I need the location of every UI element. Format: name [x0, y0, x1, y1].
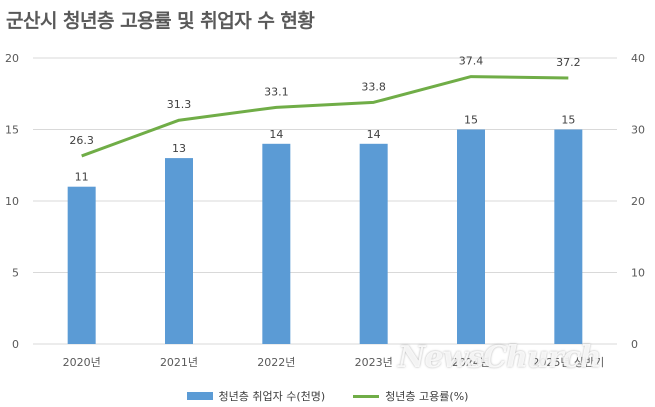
- y-right-tick-label: 0: [631, 338, 638, 351]
- bar-data-label: 13: [172, 142, 186, 155]
- bar: [554, 129, 583, 344]
- x-tick-label: 2025년 상반기: [532, 356, 604, 369]
- bar: [165, 158, 193, 344]
- line-data-label: 37.2: [556, 56, 581, 69]
- bar-data-label: 15: [561, 114, 575, 127]
- y-left-tick-label: 0: [12, 338, 19, 351]
- y-left-tick-label: 15: [5, 124, 19, 137]
- line-data-label: 26.3: [69, 134, 94, 147]
- bar: [359, 143, 388, 344]
- line-data-label: 33.1: [264, 85, 289, 98]
- bar-data-label: 14: [269, 128, 283, 141]
- legend-bar-swatch: [186, 392, 213, 400]
- line-series: [81, 75, 569, 158]
- bar-data-label: 14: [367, 128, 381, 141]
- y-left-tick-label: 20: [5, 52, 19, 65]
- legend-bar-label: 청년층 취업자 수(천명): [218, 390, 326, 403]
- y-left-tick-label: 10: [5, 195, 19, 208]
- bar: [457, 129, 485, 344]
- y-right-tick-label: 10: [631, 267, 645, 280]
- legend-line-swatch: [353, 394, 380, 398]
- y-right-tick-label: 30: [631, 124, 645, 137]
- x-tick-label: 2022년: [257, 356, 295, 369]
- x-tick-label: 2024년: [452, 356, 490, 369]
- bar: [262, 143, 291, 344]
- x-tick-label: 2021년: [160, 356, 198, 369]
- bar: [67, 186, 96, 344]
- y-left-tick-label: 5: [12, 267, 19, 280]
- watermark-logo: NewsChurch: [398, 340, 602, 375]
- line-data-label: 31.3: [167, 98, 192, 111]
- x-tick-label: 2023년: [355, 356, 393, 369]
- legend-item-line[interactable]: 청년층 고용률(%): [353, 388, 468, 404]
- legend-item-bar[interactable]: 청년층 취업자 수(천명): [186, 388, 326, 404]
- chart-title: 군산시 청년층 고용률 및 취업자 수 현황: [6, 10, 315, 32]
- x-tick-label: 2020년: [63, 356, 101, 369]
- legend-line-label: 청년층 고용률(%): [385, 390, 469, 403]
- y-right-tick-label: 20: [631, 195, 645, 208]
- bar-data-label: 15: [464, 114, 478, 127]
- line-data-label: 33.8: [361, 80, 386, 93]
- y-right-tick-label: 40: [631, 52, 645, 65]
- legend: 청년층 취업자 수(천명) 청년층 고용률(%): [0, 388, 655, 404]
- line-data-label: 37.4: [459, 55, 484, 68]
- bar-data-label: 11: [75, 171, 89, 184]
